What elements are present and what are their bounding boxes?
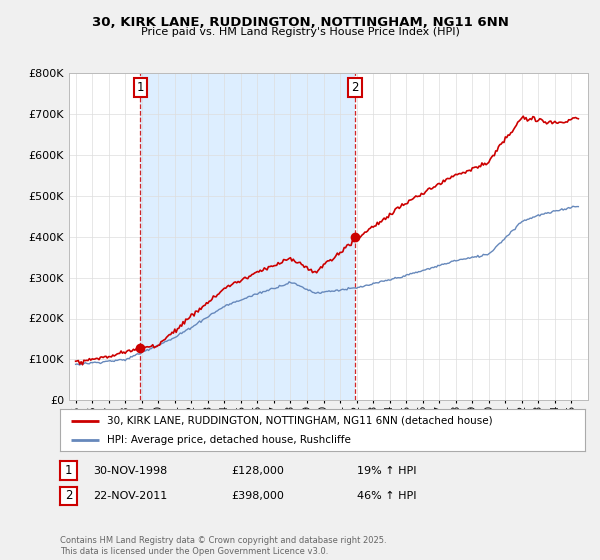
Text: 30, KIRK LANE, RUDDINGTON, NOTTINGHAM, NG11 6NN: 30, KIRK LANE, RUDDINGTON, NOTTINGHAM, N… xyxy=(92,16,508,29)
Text: 30, KIRK LANE, RUDDINGTON, NOTTINGHAM, NG11 6NN (detached house): 30, KIRK LANE, RUDDINGTON, NOTTINGHAM, N… xyxy=(107,416,493,426)
Bar xyxy=(140,73,355,400)
Text: 19% ↑ HPI: 19% ↑ HPI xyxy=(357,466,416,475)
Text: £398,000: £398,000 xyxy=(231,491,284,501)
Text: 2: 2 xyxy=(65,489,72,502)
Text: 30-NOV-1998: 30-NOV-1998 xyxy=(93,466,167,475)
Text: HPI: Average price, detached house, Rushcliffe: HPI: Average price, detached house, Rush… xyxy=(107,435,351,445)
Text: 2: 2 xyxy=(351,81,359,94)
Text: 1: 1 xyxy=(137,81,144,94)
Text: Contains HM Land Registry data © Crown copyright and database right 2025.
This d: Contains HM Land Registry data © Crown c… xyxy=(60,536,386,556)
Text: £128,000: £128,000 xyxy=(231,466,284,475)
Text: 46% ↑ HPI: 46% ↑ HPI xyxy=(357,491,416,501)
Text: 1: 1 xyxy=(65,464,72,477)
Text: Price paid vs. HM Land Registry's House Price Index (HPI): Price paid vs. HM Land Registry's House … xyxy=(140,27,460,37)
Text: 22-NOV-2011: 22-NOV-2011 xyxy=(93,491,167,501)
